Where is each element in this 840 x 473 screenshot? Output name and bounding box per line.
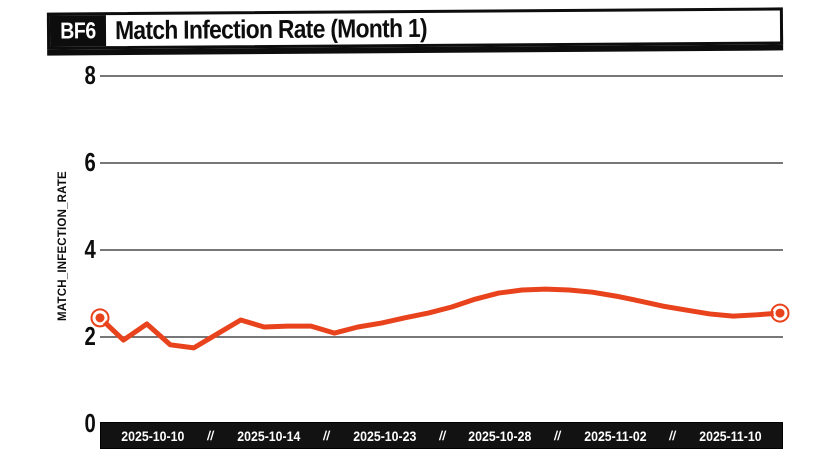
y-tick-label-8: 8 [84, 59, 95, 90]
x-tick-label: 2025-10-23 [352, 427, 416, 444]
x-tick-label: 2025-10-14 [237, 427, 301, 444]
x-tick-separator: // [668, 428, 678, 443]
y-tick-label-4: 4 [84, 233, 95, 264]
title-bar: BF6 Match Infection Rate (Month 1) [46, 7, 784, 50]
endpoint-marker-dot [775, 308, 785, 318]
endpoint-marker-ring [770, 303, 790, 323]
x-axis-date-bar: 2025-10-10 // 2025-10-14 // 2025-10-23 // 2025… [100, 422, 783, 449]
chart-title-text: Match Infection Rate (Month 1) [114, 12, 427, 46]
x-tick-separator: // [206, 428, 215, 443]
x-tick-separator: // [553, 428, 563, 443]
x-tick-label: 2025-11-10 [699, 427, 762, 444]
game-badge: BF6 [49, 15, 107, 47]
x-tick-separator: // [322, 428, 331, 443]
x-tick-separator: // [438, 428, 447, 443]
y-tick-label-0: 0 [84, 407, 95, 438]
endpoint-marker-gap [773, 306, 787, 320]
x-tick-label: 2025-10-10 [121, 427, 185, 444]
y-tick-label-6: 6 [84, 146, 95, 177]
game-badge-label: BF6 [60, 17, 96, 44]
y-tick-label-2: 2 [84, 320, 95, 351]
x-tick-label: 2025-10-28 [468, 427, 532, 444]
endpoint-marker-gap [93, 311, 107, 325]
endpoint-marker-dot [95, 313, 105, 323]
infection-rate-line [97, 286, 783, 351]
x-tick-label: 2025-11-02 [584, 427, 647, 444]
chart-title: Match Infection Rate (Month 1) [115, 13, 470, 46]
